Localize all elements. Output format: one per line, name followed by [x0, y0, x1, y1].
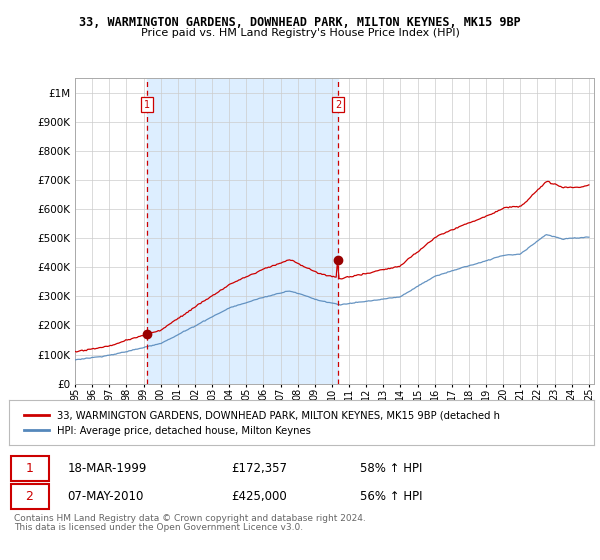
Text: 07-MAY-2010: 07-MAY-2010 — [67, 490, 144, 503]
FancyBboxPatch shape — [11, 456, 49, 481]
Text: This data is licensed under the Open Government Licence v3.0.: This data is licensed under the Open Gov… — [14, 523, 303, 532]
Text: 1: 1 — [144, 100, 151, 110]
Text: 2: 2 — [335, 100, 341, 110]
Text: Price paid vs. HM Land Registry's House Price Index (HPI): Price paid vs. HM Land Registry's House … — [140, 28, 460, 38]
Text: 56% ↑ HPI: 56% ↑ HPI — [360, 490, 422, 503]
Text: £425,000: £425,000 — [232, 490, 287, 503]
Text: 1: 1 — [26, 462, 34, 475]
Text: 2: 2 — [26, 490, 34, 503]
Text: 18-MAR-1999: 18-MAR-1999 — [67, 462, 147, 475]
Text: 33, WARMINGTON GARDENS, DOWNHEAD PARK, MILTON KEYNES, MK15 9BP: 33, WARMINGTON GARDENS, DOWNHEAD PARK, M… — [79, 16, 521, 29]
Bar — [147, 78, 338, 384]
Text: £172,357: £172,357 — [232, 462, 287, 475]
FancyBboxPatch shape — [11, 484, 49, 509]
Legend: 33, WARMINGTON GARDENS, DOWNHEAD PARK, MILTON KEYNES, MK15 9BP (detached h, HPI:: 33, WARMINGTON GARDENS, DOWNHEAD PARK, M… — [20, 406, 504, 440]
Text: 58% ↑ HPI: 58% ↑ HPI — [360, 462, 422, 475]
Text: Contains HM Land Registry data © Crown copyright and database right 2024.: Contains HM Land Registry data © Crown c… — [14, 514, 365, 523]
